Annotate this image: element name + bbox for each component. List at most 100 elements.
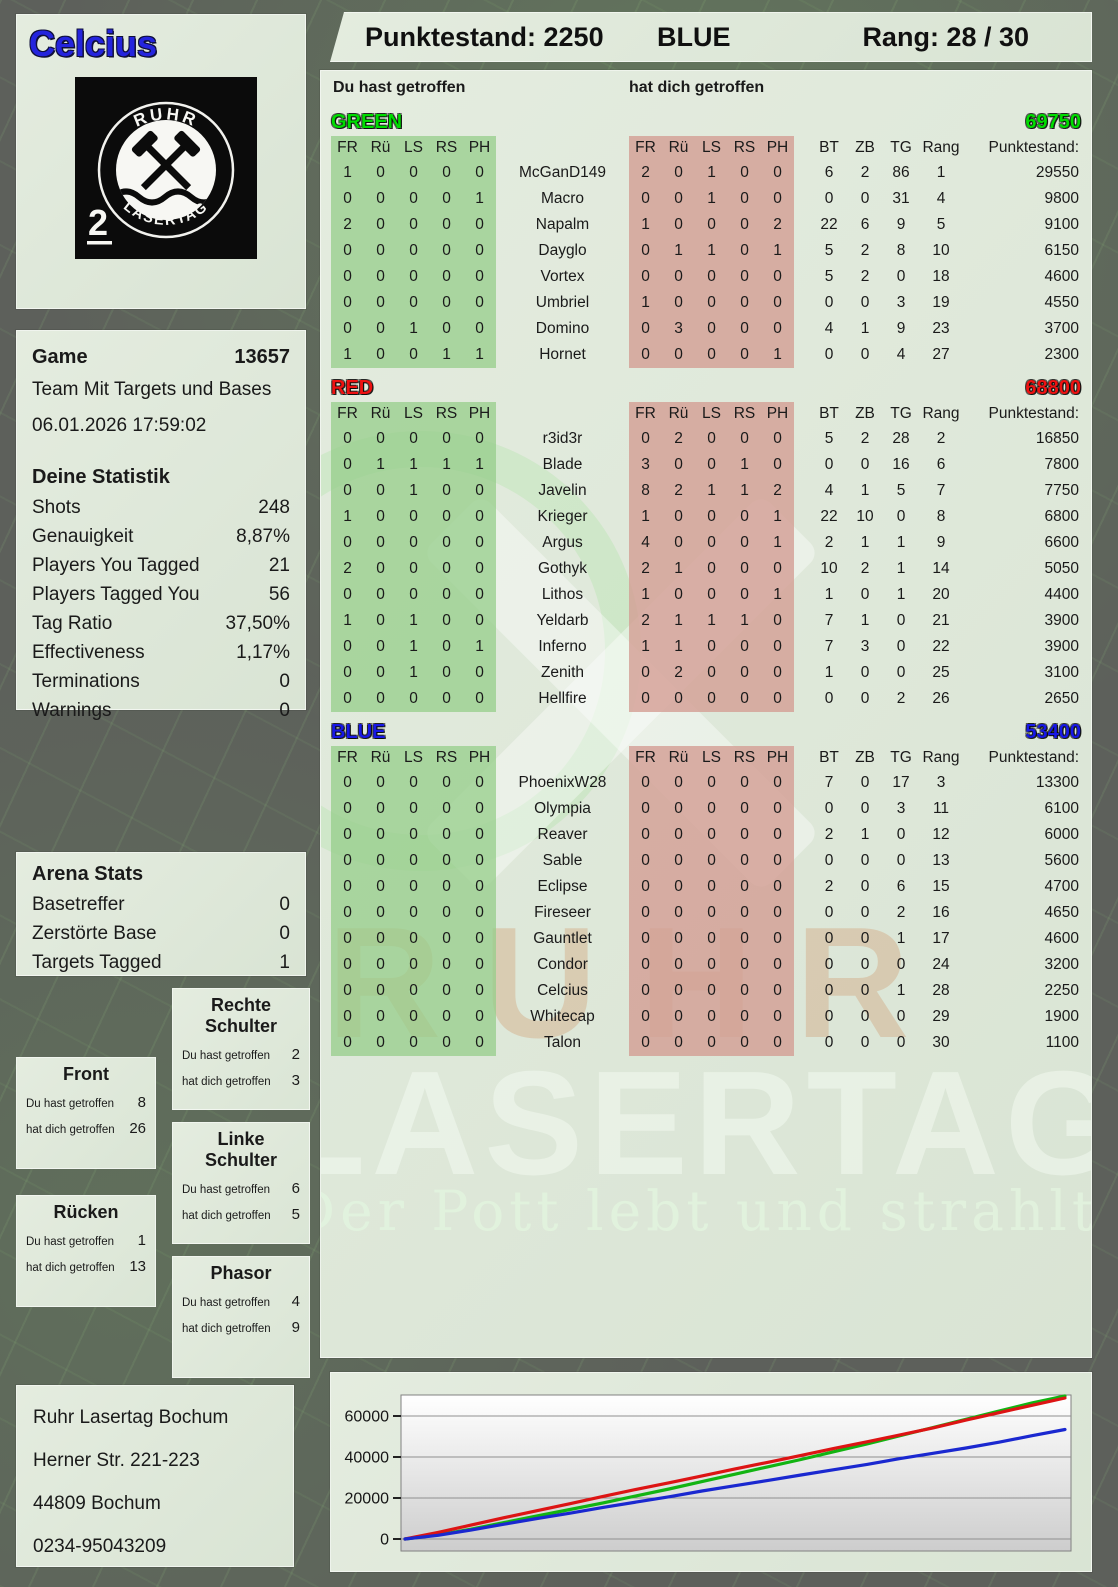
gap [794, 978, 811, 1004]
them-hit-cell: 0 [695, 770, 728, 796]
them-hit-cell: 0 [695, 530, 728, 556]
tg-cell: 3 [896, 294, 906, 311]
stat-column-header: TG [890, 749, 912, 766]
gap [794, 452, 811, 478]
team-name: BLUE [331, 721, 386, 743]
svg-text:2: 2 [88, 202, 108, 243]
them-hit-cell: 0 [761, 1030, 794, 1056]
bt-cell: 2 [824, 534, 834, 551]
du-value: 8 [137, 1094, 146, 1111]
them-hit-cell: 0 [662, 160, 695, 186]
player-name-cell: Reaver [537, 826, 588, 843]
you-hit-cell: 0 [364, 426, 397, 452]
you-hit-cell: 0 [364, 212, 397, 238]
them-hit-cell: 0 [662, 900, 695, 926]
you-hit-cell: 0 [364, 770, 397, 796]
rang-cell: 25 [932, 664, 950, 681]
stat-column-header: BT [819, 405, 839, 422]
them-hit-cell: 0 [728, 504, 761, 530]
tg-cell: 0 [896, 268, 906, 285]
dich-value: 3 [291, 1072, 300, 1089]
dich-value: 13 [129, 1258, 146, 1275]
rang-cell: 15 [932, 878, 950, 895]
arena-stat-row: Zerstörte Base 0 [32, 919, 290, 948]
them-hit-cell: 0 [662, 452, 695, 478]
them-hit-cell: 0 [629, 1030, 662, 1056]
player-name-cell: r3id3r [542, 430, 583, 447]
stat-label: Targets Tagged [32, 952, 162, 973]
them-hit-cell: 0 [761, 770, 794, 796]
you-hit-cell: 0 [331, 426, 364, 452]
you-hit-cell: 0 [331, 796, 364, 822]
them-hit-cell: 3 [629, 452, 662, 478]
punktestand-cell: 13300 [1035, 774, 1079, 791]
zb-cell: 2 [860, 242, 870, 259]
them-hit-cell: 0 [761, 796, 794, 822]
them-hit-cell: 1 [629, 212, 662, 238]
punktestand-cell: 29550 [1035, 164, 1079, 181]
them-hit-cell: 1 [629, 504, 662, 530]
hit-column-header: Rü [364, 136, 397, 160]
gap [794, 478, 811, 504]
them-hit-cell: 0 [761, 426, 794, 452]
them-hit-cell: 1 [761, 238, 794, 264]
bt-cell: 0 [824, 1008, 834, 1025]
bt-cell: 0 [824, 930, 834, 947]
you-hit-cell: 0 [430, 822, 463, 848]
you-hit-cell: 0 [430, 556, 463, 582]
you-hit-cell: 0 [430, 530, 463, 556]
you-hit-cell: 0 [397, 556, 430, 582]
tg-cell: 8 [896, 242, 906, 259]
tg-cell: 1 [896, 586, 906, 603]
punktestand-cell: 1100 [1045, 1034, 1079, 1051]
bt-cell: 0 [824, 956, 834, 973]
rang-cell: 18 [932, 268, 950, 285]
you-hit-cell: 0 [463, 426, 496, 452]
punktestand-cell: 2650 [1044, 690, 1079, 707]
you-hit-cell: 0 [463, 530, 496, 556]
them-hit-cell: 0 [695, 1030, 728, 1056]
you-hit-cell: 0 [331, 900, 364, 926]
gap [794, 342, 811, 368]
them-hit-cell: 0 [728, 660, 761, 686]
you-hit-cell: 0 [397, 1030, 430, 1056]
you-hit-cell: 0 [463, 290, 496, 316]
hit-column-header: FR [331, 402, 364, 426]
dich-value: 5 [291, 1206, 300, 1223]
gap [794, 530, 811, 556]
player-panel: Celcius RUHR LASERTAG 2 [16, 14, 306, 309]
them-hit-cell: 4 [629, 530, 662, 556]
zb-cell: 0 [860, 1034, 870, 1051]
you-hit-cell: 0 [430, 796, 463, 822]
you-hit-cell: 0 [364, 238, 397, 264]
you-hit-cell: 0 [463, 238, 496, 264]
them-hit-cell: 1 [761, 582, 794, 608]
you-hit-cell: 1 [331, 342, 364, 368]
stat-column-header: Rang [922, 405, 960, 422]
gap [794, 1004, 811, 1030]
you-hit-cell: 0 [397, 1004, 430, 1030]
player-name-cell: Domino [535, 320, 590, 337]
you-hit-cell: 0 [430, 212, 463, 238]
gap [794, 952, 811, 978]
you-hit-cell: 0 [364, 634, 397, 660]
them-hit-cell: 1 [662, 608, 695, 634]
them-hit-cell: 0 [761, 160, 794, 186]
them-hit-cell: 1 [629, 634, 662, 660]
them-hit-cell: 0 [695, 686, 728, 712]
you-hit-cell: 0 [364, 186, 397, 212]
stat-row: Shots 248 [32, 493, 290, 522]
them-hit-cell: 0 [761, 1004, 794, 1030]
bt-cell: 10 [820, 560, 838, 577]
name-column-spacer [496, 136, 629, 160]
rang-cell: 1 [936, 164, 946, 181]
you-hit-cell: 0 [397, 978, 430, 1004]
player-name-cell: Argus [542, 534, 583, 551]
you-hit-cell: 0 [397, 186, 430, 212]
bt-cell: 7 [824, 612, 834, 629]
zb-cell: 0 [860, 294, 870, 311]
dich-label: hat dich getroffen [182, 1323, 271, 1335]
bt-cell: 2 [824, 878, 834, 895]
zb-cell: 2 [860, 430, 870, 447]
you-hit-cell: 0 [331, 186, 364, 212]
